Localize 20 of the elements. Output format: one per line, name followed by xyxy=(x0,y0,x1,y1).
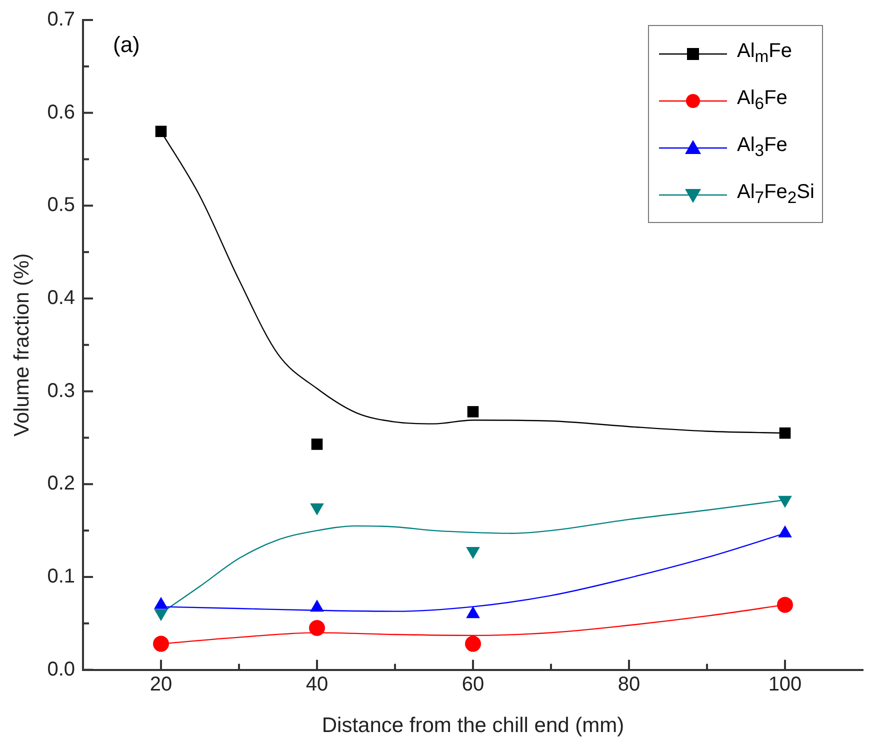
y-axis-title: Volume fraction (%) xyxy=(10,253,34,437)
y-tick-label: 0.3 xyxy=(47,380,76,402)
y-tick-label: 0.2 xyxy=(47,472,76,495)
annotation: (a) xyxy=(113,32,140,58)
y-tick-label: 0.0 xyxy=(47,658,76,680)
x-tick-label: 100 xyxy=(768,673,802,696)
y-tick-label: 0.4 xyxy=(47,287,76,309)
x-tick-label: 40 xyxy=(306,673,328,696)
y-tick-label: 0.6 xyxy=(47,101,76,124)
x-tick-label: 20 xyxy=(150,673,172,696)
y-tick-label: 0.1 xyxy=(47,565,76,588)
x-axis-title: Distance from the chill end (mm) xyxy=(322,714,624,738)
legend-label: Al$_{7}$Fe$_{2}$Si xyxy=(737,181,814,208)
legend-label: Al$_{m}$Fe xyxy=(737,40,792,67)
y-tick-label: 0.5 xyxy=(47,194,76,216)
x-tick-label: 60 xyxy=(462,673,484,696)
legend-label: Al$_{6}$Fe xyxy=(737,87,788,114)
y-tick-label: 0.7 xyxy=(47,8,76,31)
legend-label: Al$_{3}$Fe xyxy=(737,134,788,161)
x-tick-label: 80 xyxy=(618,673,640,696)
